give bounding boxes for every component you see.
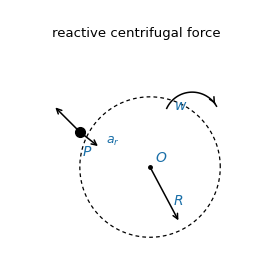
Text: R: R [174,194,183,207]
Text: $w$: $w$ [174,99,187,113]
Text: O: O [155,151,166,165]
Text: P: P [83,145,91,159]
Text: $a_r$: $a_r$ [106,135,120,148]
Text: reactive centrifugal force: reactive centrifugal force [52,27,220,40]
